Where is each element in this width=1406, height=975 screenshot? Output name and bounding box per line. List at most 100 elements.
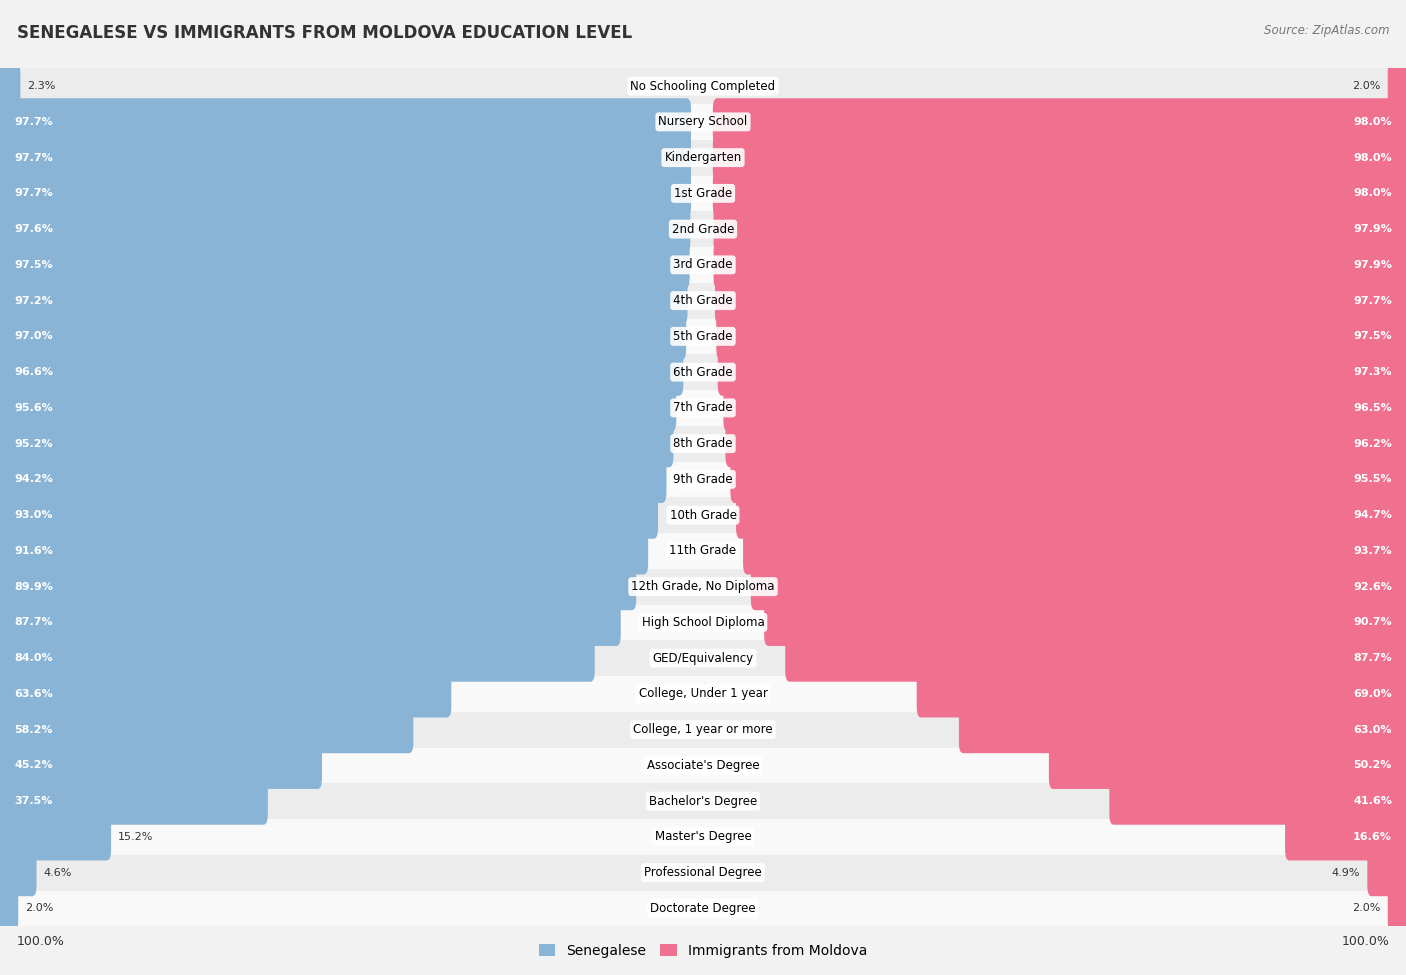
Text: 98.0%: 98.0% <box>1354 188 1392 198</box>
Text: 100.0%: 100.0% <box>17 935 65 948</box>
Bar <box>0 247 1406 283</box>
Text: 41.6%: 41.6% <box>1353 797 1392 806</box>
Text: 96.2%: 96.2% <box>1353 439 1392 448</box>
Text: 89.9%: 89.9% <box>14 582 53 592</box>
Bar <box>0 641 1406 676</box>
Text: 97.9%: 97.9% <box>1353 260 1392 270</box>
FancyBboxPatch shape <box>0 241 690 289</box>
Text: 6th Grade: 6th Grade <box>673 366 733 378</box>
FancyBboxPatch shape <box>717 313 1406 360</box>
Text: 93.0%: 93.0% <box>14 510 52 520</box>
Text: Doctorate Degree: Doctorate Degree <box>650 902 756 915</box>
Text: 7th Grade: 7th Grade <box>673 402 733 414</box>
FancyBboxPatch shape <box>0 849 37 896</box>
Text: 87.7%: 87.7% <box>14 617 52 627</box>
Text: 97.3%: 97.3% <box>1354 368 1392 377</box>
Text: 97.7%: 97.7% <box>14 188 53 198</box>
Bar <box>0 819 1406 855</box>
Text: 2.0%: 2.0% <box>25 904 53 914</box>
FancyBboxPatch shape <box>0 313 686 360</box>
FancyBboxPatch shape <box>751 563 1406 610</box>
Text: 98.0%: 98.0% <box>1354 117 1392 127</box>
Text: Associate's Degree: Associate's Degree <box>647 759 759 772</box>
Text: Bachelor's Degree: Bachelor's Degree <box>650 795 756 807</box>
FancyBboxPatch shape <box>0 98 692 145</box>
Bar <box>0 212 1406 247</box>
Text: 15.2%: 15.2% <box>118 832 153 841</box>
Bar <box>0 354 1406 390</box>
FancyBboxPatch shape <box>0 706 413 754</box>
Text: 50.2%: 50.2% <box>1354 760 1392 770</box>
Bar <box>0 283 1406 319</box>
Text: 90.7%: 90.7% <box>1354 617 1392 627</box>
FancyBboxPatch shape <box>724 384 1406 432</box>
Bar <box>0 68 1406 104</box>
Text: 94.7%: 94.7% <box>1353 510 1392 520</box>
Text: 91.6%: 91.6% <box>14 546 53 556</box>
FancyBboxPatch shape <box>0 599 621 646</box>
FancyBboxPatch shape <box>0 813 111 861</box>
FancyBboxPatch shape <box>0 527 648 574</box>
FancyBboxPatch shape <box>1049 742 1406 789</box>
Text: 97.7%: 97.7% <box>14 153 53 163</box>
Bar <box>0 426 1406 461</box>
Bar <box>0 855 1406 890</box>
Text: 97.7%: 97.7% <box>1353 295 1392 305</box>
Bar <box>0 890 1406 926</box>
Bar <box>0 533 1406 568</box>
Bar <box>0 497 1406 533</box>
Text: 3rd Grade: 3rd Grade <box>673 258 733 271</box>
Text: Source: ZipAtlas.com: Source: ZipAtlas.com <box>1264 24 1389 37</box>
Text: 96.6%: 96.6% <box>14 368 53 377</box>
FancyBboxPatch shape <box>0 777 269 825</box>
FancyBboxPatch shape <box>0 635 595 682</box>
Text: 4th Grade: 4th Grade <box>673 294 733 307</box>
Bar <box>0 783 1406 819</box>
FancyBboxPatch shape <box>1109 777 1406 825</box>
Text: Nursery School: Nursery School <box>658 115 748 129</box>
FancyBboxPatch shape <box>0 384 676 432</box>
FancyBboxPatch shape <box>0 563 637 610</box>
Text: 97.9%: 97.9% <box>1353 224 1392 234</box>
FancyBboxPatch shape <box>737 491 1406 539</box>
Text: Kindergarten: Kindergarten <box>665 151 741 164</box>
Text: 97.7%: 97.7% <box>14 117 53 127</box>
Text: Professional Degree: Professional Degree <box>644 866 762 879</box>
FancyBboxPatch shape <box>718 348 1406 396</box>
FancyBboxPatch shape <box>713 170 1406 217</box>
Text: 63.0%: 63.0% <box>1354 724 1392 734</box>
Text: 69.0%: 69.0% <box>1353 689 1392 699</box>
FancyBboxPatch shape <box>0 491 658 539</box>
Text: 93.7%: 93.7% <box>1354 546 1392 556</box>
Bar <box>0 139 1406 176</box>
FancyBboxPatch shape <box>959 706 1406 754</box>
FancyBboxPatch shape <box>0 420 673 467</box>
Text: High School Diploma: High School Diploma <box>641 616 765 629</box>
FancyBboxPatch shape <box>731 455 1406 503</box>
Bar <box>0 390 1406 426</box>
Text: 97.5%: 97.5% <box>1354 332 1392 341</box>
Bar <box>0 676 1406 712</box>
Bar <box>0 604 1406 641</box>
Legend: Senegalese, Immigrants from Moldova: Senegalese, Immigrants from Moldova <box>533 938 873 963</box>
Bar <box>0 748 1406 783</box>
Text: 95.5%: 95.5% <box>1354 475 1392 485</box>
Text: 4.9%: 4.9% <box>1331 868 1361 878</box>
Text: 96.5%: 96.5% <box>1353 403 1392 412</box>
FancyBboxPatch shape <box>1388 62 1406 110</box>
Text: 45.2%: 45.2% <box>14 760 52 770</box>
Text: 97.6%: 97.6% <box>14 224 53 234</box>
Text: 2.0%: 2.0% <box>1353 81 1381 91</box>
Bar <box>0 319 1406 354</box>
Text: 12th Grade, No Diploma: 12th Grade, No Diploma <box>631 580 775 593</box>
FancyBboxPatch shape <box>0 670 451 718</box>
Text: SENEGALESE VS IMMIGRANTS FROM MOLDOVA EDUCATION LEVEL: SENEGALESE VS IMMIGRANTS FROM MOLDOVA ED… <box>17 24 633 42</box>
FancyBboxPatch shape <box>0 170 692 217</box>
FancyBboxPatch shape <box>714 206 1406 253</box>
FancyBboxPatch shape <box>1367 849 1406 896</box>
Bar <box>0 712 1406 748</box>
Text: 95.6%: 95.6% <box>14 403 53 412</box>
FancyBboxPatch shape <box>0 134 692 181</box>
FancyBboxPatch shape <box>786 635 1406 682</box>
FancyBboxPatch shape <box>714 241 1406 289</box>
